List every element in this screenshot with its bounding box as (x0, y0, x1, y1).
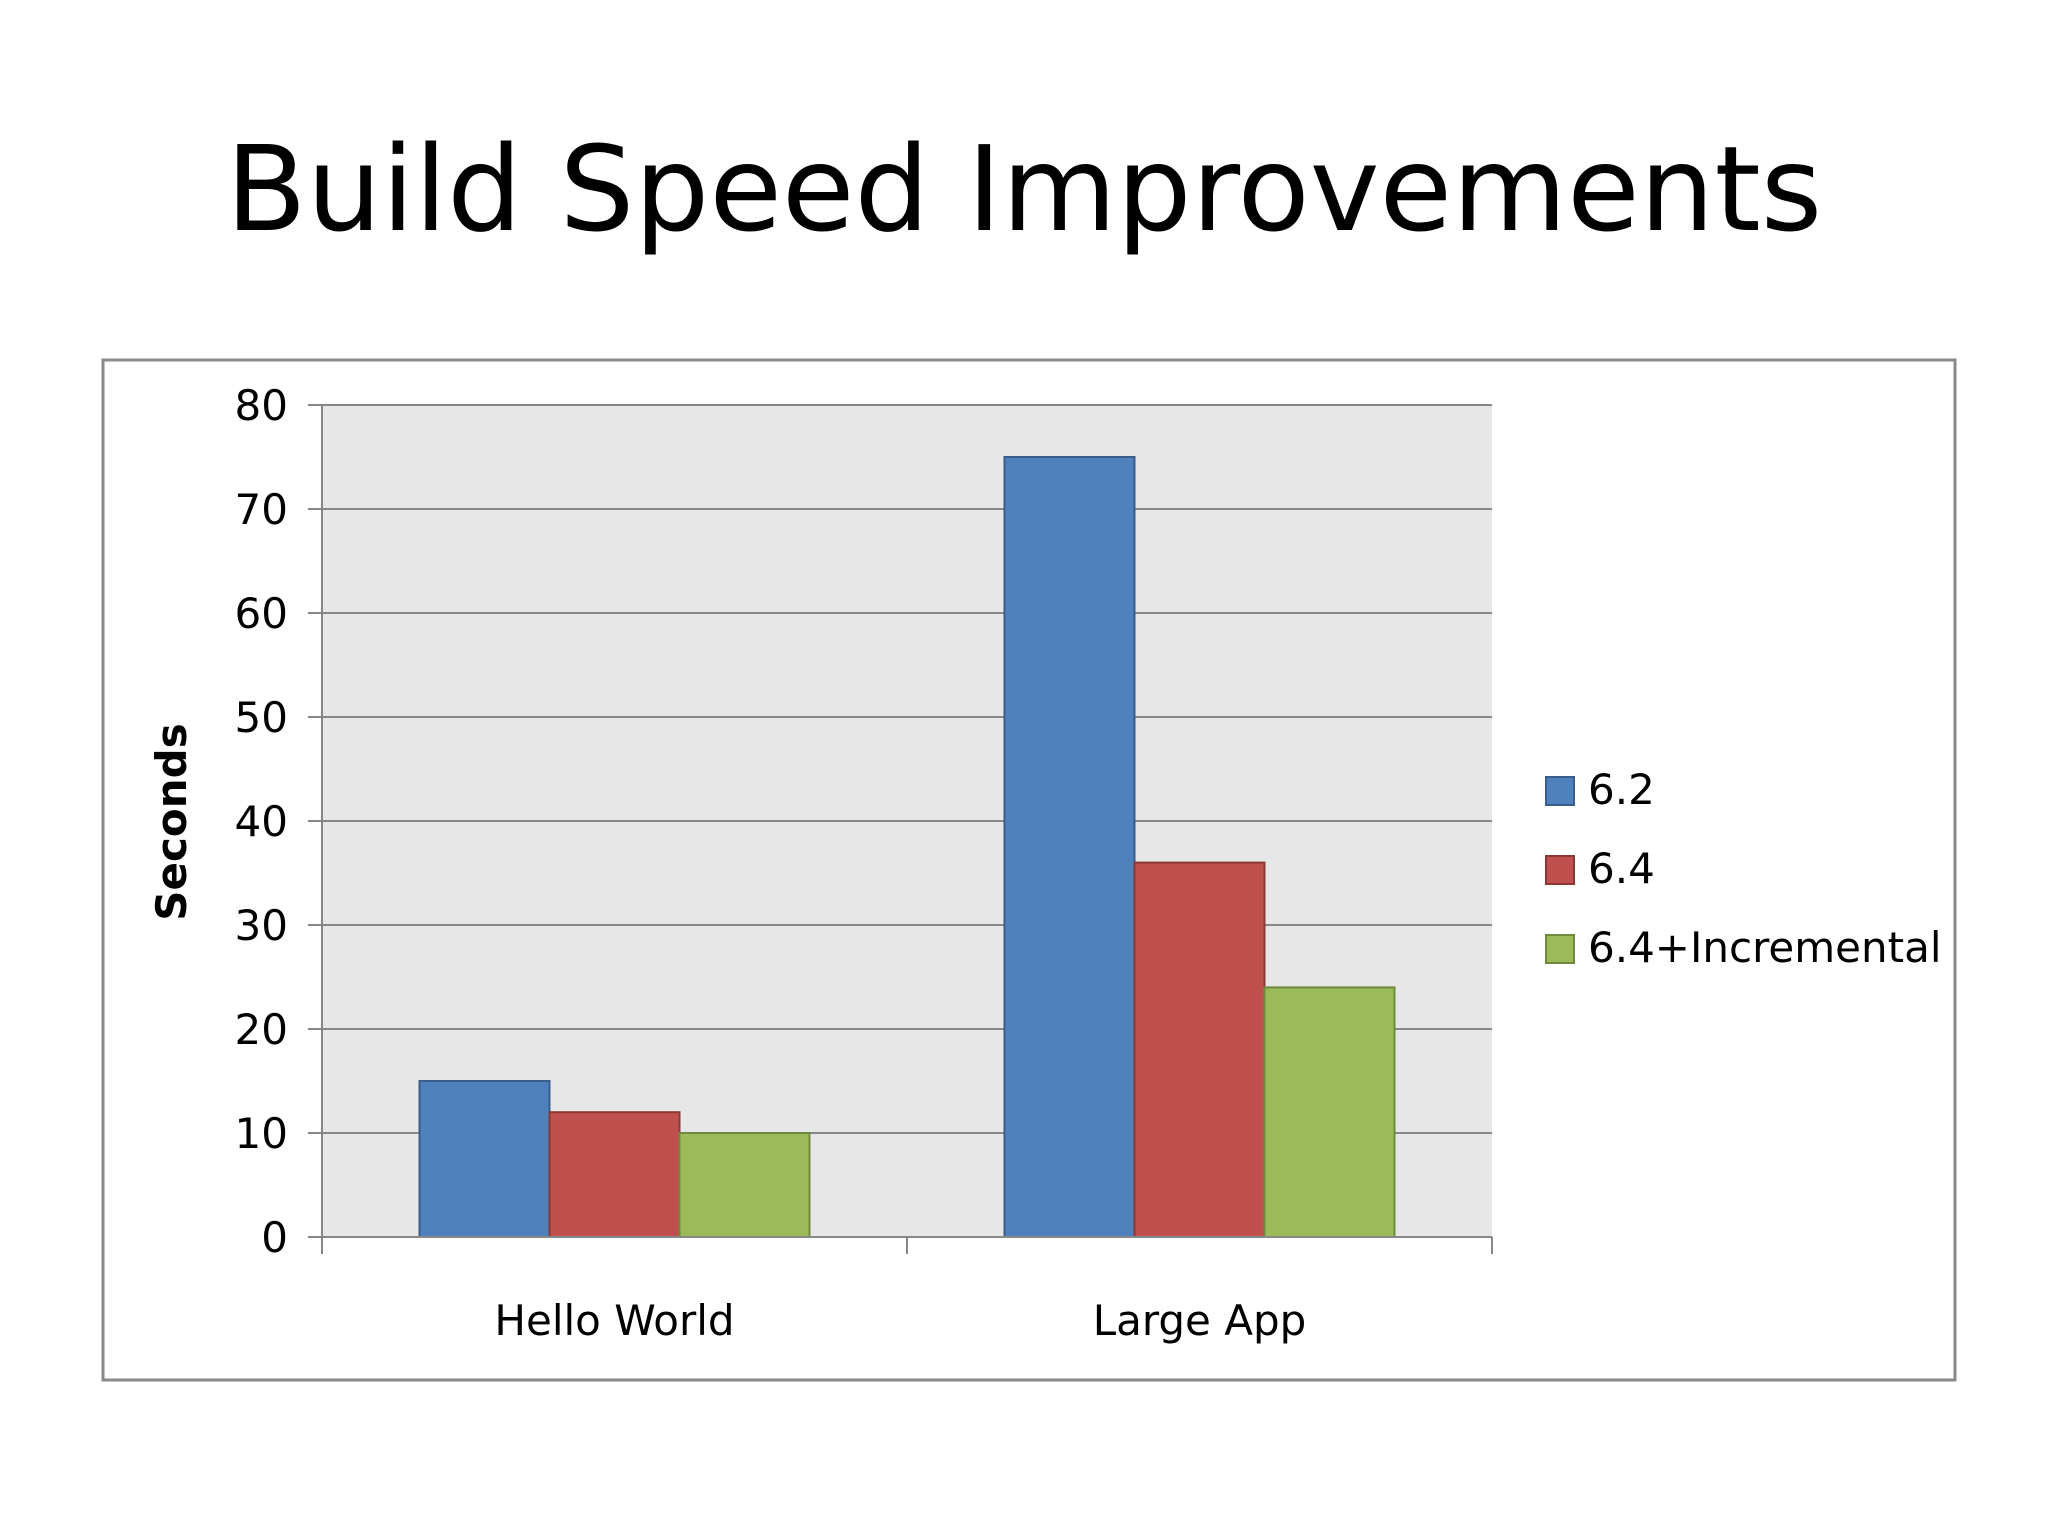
y-tick-label: 40 (235, 797, 288, 846)
y-tick-label: 0 (261, 1213, 288, 1262)
legend-swatch (1545, 855, 1575, 885)
legend-label: 6.4 (1588, 844, 1655, 893)
y-tick-label: 60 (235, 589, 288, 638)
bar-6-2-hello-world (418, 1080, 551, 1238)
bar-6-4-incremental-large-app (1263, 986, 1396, 1239)
bar-6-4-hello-world (548, 1111, 681, 1238)
legend-swatch (1545, 934, 1575, 964)
y-tick-label: 50 (235, 693, 288, 742)
legend-label: 6.2 (1588, 765, 1655, 814)
bar-6-2-large-app (1003, 456, 1136, 1238)
x-axis-labels: Hello World Large App (494, 1296, 1306, 1345)
bar-6-4-large-app (1133, 861, 1266, 1238)
x-tick-label: Large App (1093, 1296, 1307, 1345)
x-axis-ticks (321, 1237, 1493, 1254)
y-tick-label: 10 (235, 1109, 288, 1158)
bars (418, 456, 1396, 1239)
bar-6-4-incremental-hello-world (678, 1132, 811, 1238)
legend-label: 6.4+Incremental (1588, 923, 1942, 972)
y-tick-label: 30 (235, 901, 288, 950)
x-tick-label: Hello World (494, 1296, 734, 1345)
slide-title: Build Speed Improvements (225, 120, 1823, 258)
legend-swatch (1545, 776, 1575, 806)
y-axis-ticks: 0 10 20 30 40 50 60 70 80 (235, 381, 322, 1262)
y-tick-label: 20 (235, 1005, 288, 1054)
y-tick-label: 70 (235, 485, 288, 534)
legend: 6.2 6.4 6.4+Incremental (1545, 765, 1942, 972)
y-tick-label: 80 (235, 381, 288, 430)
y-axis-title: Seconds (147, 723, 196, 920)
